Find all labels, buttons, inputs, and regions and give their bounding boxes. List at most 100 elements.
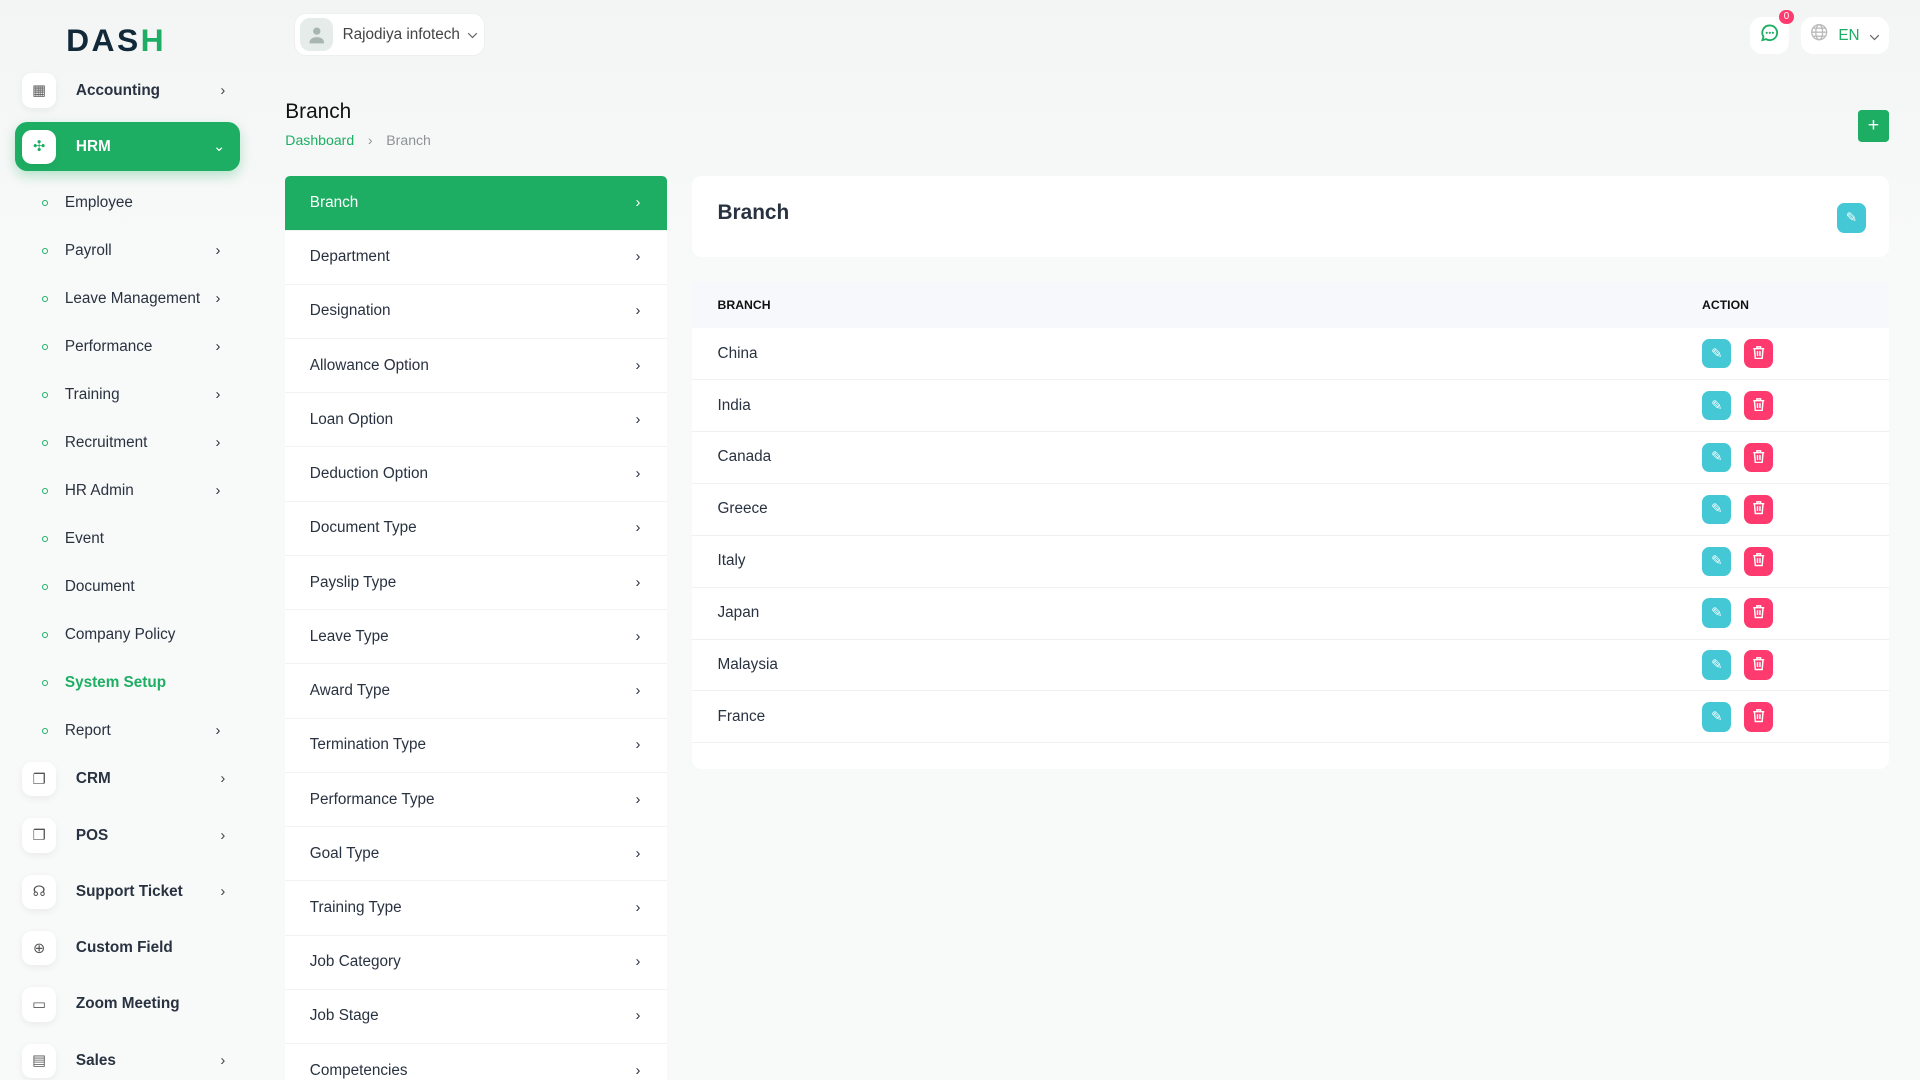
edit-button[interactable]: ✎ [1702, 598, 1732, 628]
setup-menu-allowance-option[interactable]: Allowance Option › [285, 339, 668, 394]
sidebar-item-hrm[interactable]: ✣ HRM ⌄ [14, 122, 240, 172]
edit-button[interactable]: ✎ [1702, 546, 1732, 576]
sidebar-item-pos[interactable]: ❐ POS › [15, 811, 240, 860]
column-action: ACTION [1702, 297, 1749, 312]
pencil-icon: ✎ [1711, 449, 1723, 465]
sidebar-item-label: HRM [75, 137, 111, 155]
setup-menu-designation[interactable]: Designation › [285, 285, 668, 340]
submenu-item-payroll[interactable]: Payroll › [0, 227, 257, 275]
sidebar-item-crm[interactable]: ❐ CRM › [15, 755, 240, 804]
submenu-item-system-setup[interactable]: System Setup [0, 659, 257, 707]
column-branch: BRANCH [717, 297, 771, 312]
language-dropdown[interactable]: EN [1801, 17, 1890, 54]
delete-button[interactable] [1743, 494, 1774, 524]
layers-icon: ❐ [22, 818, 57, 853]
chevron-right-icon: › [635, 899, 641, 916]
sidebar-item-label: Sales [75, 1051, 116, 1069]
delete-button[interactable] [1743, 338, 1774, 369]
submenu-item-leave-management[interactable]: Leave Management › [0, 275, 257, 323]
setup-menu-branch[interactable]: Branch › [285, 176, 668, 231]
sidebar-item-support-ticket[interactable]: ☊ Support Ticket › [15, 867, 240, 916]
setup-menu-goal-type[interactable]: Goal Type › [285, 827, 668, 882]
submenu-label: Performance [64, 337, 153, 355]
messages-button[interactable]: 0 [1749, 9, 1794, 54]
edit-button[interactable]: ✎ [1702, 442, 1732, 473]
setup-menu-training-type[interactable]: Training Type › [285, 881, 668, 936]
delete-button[interactable] [1743, 442, 1774, 473]
submenu-item-training[interactable]: Training › [0, 371, 257, 419]
table-row: Malaysia ✎ [691, 640, 1890, 692]
setup-menu-payslip-type[interactable]: Payslip Type › [285, 556, 668, 611]
sidebar-item-label: POS [75, 826, 109, 844]
setup-menu-job-category[interactable]: Job Category › [285, 936, 668, 990]
submenu-item-document[interactable]: Document [0, 563, 257, 611]
submenu-item-report[interactable]: Report › [0, 707, 257, 755]
bullet-icon [41, 727, 48, 734]
submenu-label: Recruitment [64, 433, 148, 451]
edit-button[interactable]: ✎ [1836, 203, 1867, 233]
sidebar-item-label: Support Ticket [75, 882, 183, 900]
table-row: Canada ✎ [691, 432, 1890, 484]
chevron-right-icon: › [635, 791, 641, 808]
submenu-item-recruitment[interactable]: Recruitment › [0, 419, 257, 467]
submenu-item-hr-admin[interactable]: HR Admin › [0, 467, 257, 515]
sidebar-item-zoom-meeting[interactable]: ▭ Zoom Meeting [15, 980, 240, 1029]
setup-menu-loan-option[interactable]: Loan Option › [285, 393, 668, 448]
sidebar-item-sales[interactable]: ▤ Sales › [15, 1036, 240, 1080]
delete-button[interactable] [1743, 390, 1774, 421]
bullet-icon [41, 247, 48, 254]
chevron-right-icon: › [635, 954, 641, 971]
chevron-right-icon: › [215, 386, 221, 403]
chevron-right-icon: › [635, 683, 641, 700]
sidebar-item-accounting[interactable]: ▦ Accounting › [15, 66, 240, 115]
setup-menu-department[interactable]: Department › [285, 231, 668, 285]
delete-button[interactable] [1743, 546, 1774, 576]
setup-menu-award-type[interactable]: Award Type › [285, 664, 668, 719]
trash-icon [1752, 449, 1765, 467]
setup-menu-label: Award Type [309, 682, 390, 700]
sidebar-item-label: Custom Field [75, 939, 173, 957]
edit-button[interactable]: ✎ [1702, 494, 1732, 524]
branch-name: Malaysia [717, 656, 778, 674]
submenu-item-employee[interactable]: Employee [0, 179, 257, 227]
setup-menu-termination-type[interactable]: Termination Type › [285, 719, 668, 773]
branch-table: BRANCH ACTION China ✎ India ✎ Canada ✎ Greece ✎ I… [691, 281, 1890, 769]
edit-button[interactable]: ✎ [1702, 702, 1732, 732]
setup-menu-label: Performance Type [309, 790, 435, 808]
delete-button[interactable] [1743, 650, 1774, 680]
setup-menu-label: Branch [309, 193, 359, 211]
sidebar-item-custom-field[interactable]: ⊕ Custom Field [15, 924, 240, 973]
chevron-right-icon: › [635, 628, 641, 645]
bullet-icon [41, 343, 48, 350]
breadcrumb-dashboard[interactable]: Dashboard [285, 132, 355, 149]
submenu-item-performance[interactable]: Performance › [0, 323, 257, 371]
table-row: Italy ✎ [691, 536, 1890, 588]
delete-button[interactable] [1743, 598, 1774, 628]
setup-menu-deduction-option[interactable]: Deduction Option › [285, 447, 668, 502]
setup-menu-competencies[interactable]: Competencies › [285, 1044, 667, 1080]
setup-menu-job-stage[interactable]: Job Stage › [285, 990, 668, 1045]
chevron-down-icon: ⌄ [212, 139, 226, 156]
setup-menu-label: Leave Type [309, 627, 389, 645]
edit-button[interactable]: ✎ [1702, 650, 1732, 680]
submenu-label: Document [64, 577, 135, 595]
setup-menu-leave-type[interactable]: Leave Type › [285, 610, 668, 665]
pencil-icon: ✎ [1711, 605, 1723, 621]
edit-button[interactable]: ✎ [1702, 338, 1732, 369]
chevron-down-icon [1869, 24, 1880, 47]
dash-logo[interactable]: DASH [66, 22, 167, 59]
company-switcher[interactable]: Rajodiya infotech [293, 13, 485, 57]
submenu-item-company-policy[interactable]: Company Policy [0, 611, 257, 659]
add-branch-button[interactable]: + [1857, 110, 1890, 143]
setup-menu-label: Document Type [309, 519, 417, 537]
chevron-right-icon: › [220, 771, 226, 788]
edit-button[interactable]: ✎ [1702, 390, 1732, 421]
submenu-label: Training [64, 385, 120, 403]
setup-menu-performance-type[interactable]: Performance Type › [285, 773, 668, 828]
globe-icon [1810, 23, 1828, 47]
setup-menu-document-type[interactable]: Document Type › [285, 502, 668, 556]
delete-button[interactable] [1743, 702, 1774, 732]
table-row: China ✎ [691, 328, 1890, 381]
chevron-right-icon: › [635, 1062, 641, 1079]
submenu-item-event[interactable]: Event [0, 515, 257, 563]
